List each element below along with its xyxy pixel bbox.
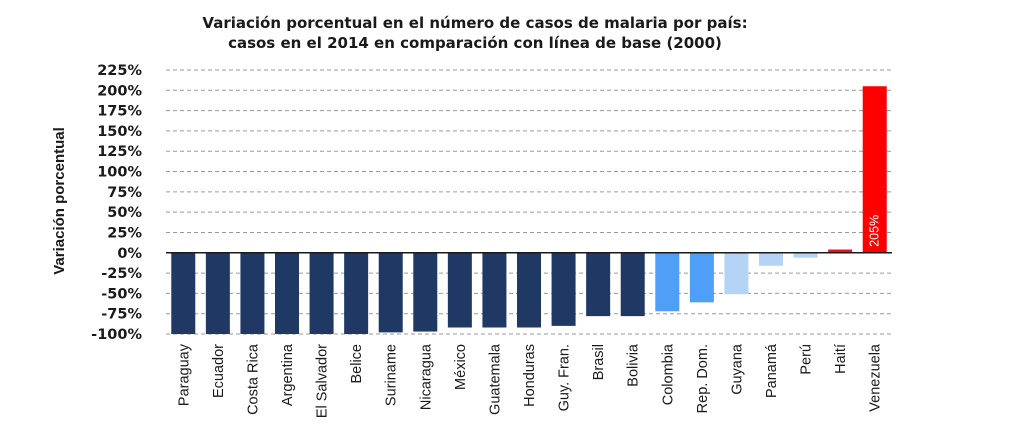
x-tick-label: Bolivia	[626, 343, 642, 387]
x-tick-label: Haití	[833, 344, 849, 374]
bar-paraguay	[171, 252, 196, 334]
y-tick-label: 75%	[107, 185, 142, 201]
y-tick-label: -75%	[101, 307, 142, 323]
x-tick-label: Guatemala	[487, 343, 503, 415]
bar-el-salvador	[309, 252, 334, 334]
x-axis-ticks: Paraguay Ecuador Costa Rica Argentina El Sal…	[176, 343, 883, 418]
x-tick-label: Rep. Dom.	[695, 344, 711, 413]
y-axis-label: Variación porcentual	[51, 127, 68, 275]
x-tick-label: Perú	[799, 344, 815, 375]
x-tick-label: Paraguay	[176, 343, 192, 406]
data-labels: 205%	[868, 215, 882, 247]
bar-venezuela	[862, 86, 887, 253]
x-tick-label: Venezuela	[868, 343, 884, 412]
bar-m-xico	[447, 252, 472, 328]
x-tick-label: Ecuador	[211, 344, 227, 398]
bar-guyana	[724, 252, 749, 295]
bar-per-	[793, 252, 818, 258]
x-tick-label: Costa Rica	[245, 343, 261, 415]
x-tick-label: El Salvador	[315, 344, 331, 418]
y-tick-label: 125%	[97, 144, 142, 160]
chart-title-line-1: Variación porcentual en el número de cas…	[202, 14, 748, 32]
bar-panam-	[759, 252, 783, 266]
bar-ecuador	[205, 252, 230, 334]
data-label: 205%	[868, 215, 882, 247]
bar-nicaragua	[413, 252, 438, 332]
y-tick-label: 50%	[107, 205, 142, 221]
y-axis-ticks: -100% -75% -50% -25% 0% 25% 50% 75% 100% 125% 150%…	[91, 63, 142, 343]
bar-colombia	[655, 252, 680, 312]
x-tick-label: México	[453, 344, 469, 390]
y-tick-label: 225%	[97, 63, 142, 79]
bar-guy-fran-	[551, 252, 576, 326]
chart-title-line-2: casos en el 2014 en comparación con líne…	[228, 34, 722, 52]
x-tick-label: Guyana	[729, 343, 745, 395]
bar-honduras	[517, 252, 541, 328]
bar-bolivia	[620, 252, 645, 317]
bar-brasil	[586, 252, 611, 317]
y-tick-label: -100%	[91, 327, 142, 343]
bar-rep-dom-	[689, 252, 714, 303]
bar-costa-rica	[240, 252, 265, 334]
x-tick-label: Suriname	[384, 344, 400, 406]
x-tick-label: Nicaragua	[418, 343, 434, 410]
x-tick-label: Guy. Fran.	[557, 344, 573, 411]
y-tick-label: 0%	[117, 246, 142, 262]
y-tick-label: 100%	[97, 165, 142, 181]
y-tick-label: 150%	[97, 124, 142, 140]
y-tick-label: 175%	[97, 104, 142, 120]
bar-guatemala	[482, 252, 507, 328]
x-tick-label: Belice	[349, 344, 365, 384]
x-tick-label: Argentina	[280, 343, 296, 406]
y-tick-label: 200%	[97, 83, 142, 99]
x-tick-label: Panamá	[764, 343, 780, 398]
y-tick-label: -50%	[101, 286, 142, 302]
bar-belice	[344, 252, 369, 334]
bar-suriname	[378, 252, 403, 333]
x-tick-label: Colombia	[660, 343, 676, 405]
x-tick-label: Brasil	[591, 344, 607, 380]
bar-argentina	[275, 252, 299, 334]
x-tick-label: Honduras	[522, 344, 538, 407]
y-tick-label: 25%	[107, 225, 142, 241]
bar-hait-	[828, 249, 853, 253]
bars	[171, 86, 887, 334]
y-tick-label: -25%	[101, 266, 142, 282]
